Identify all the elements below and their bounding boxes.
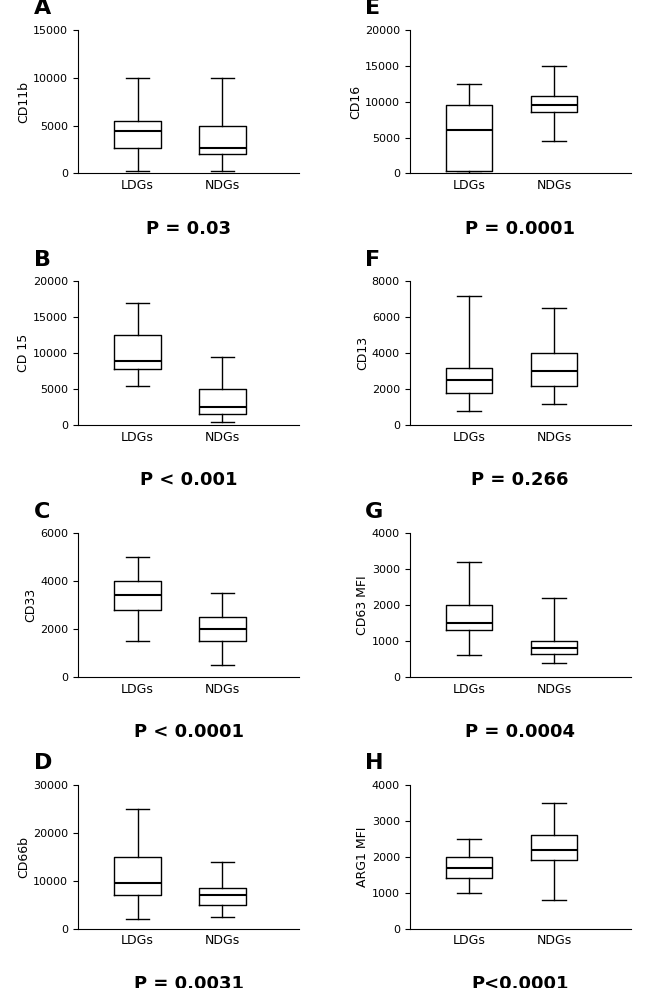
Text: P < 0.0001: P < 0.0001 <box>133 723 244 741</box>
Y-axis label: CD11b: CD11b <box>18 81 31 123</box>
Text: P = 0.0031: P = 0.0031 <box>133 975 244 988</box>
Text: H: H <box>365 754 383 774</box>
Y-axis label: ARG1 MFI: ARG1 MFI <box>356 827 369 887</box>
Y-axis label: CD13: CD13 <box>356 336 369 370</box>
Text: P = 0.0004: P = 0.0004 <box>465 723 575 741</box>
Text: P = 0.0001: P = 0.0001 <box>465 219 575 237</box>
Text: C: C <box>34 502 50 522</box>
Text: A: A <box>34 0 51 18</box>
Y-axis label: CD33: CD33 <box>24 588 37 622</box>
Text: E: E <box>365 0 380 18</box>
Text: P = 0.266: P = 0.266 <box>471 471 569 489</box>
Text: P < 0.001: P < 0.001 <box>140 471 237 489</box>
Text: F: F <box>365 250 380 270</box>
Text: D: D <box>34 754 52 774</box>
Text: G: G <box>365 502 383 522</box>
Y-axis label: CD16: CD16 <box>349 85 362 119</box>
Y-axis label: CD 15: CD 15 <box>18 334 31 372</box>
Text: P = 0.03: P = 0.03 <box>146 219 231 237</box>
Text: B: B <box>34 250 51 270</box>
Y-axis label: CD63 MFI: CD63 MFI <box>356 575 369 635</box>
Text: P<0.0001: P<0.0001 <box>471 975 569 988</box>
Y-axis label: CD66b: CD66b <box>18 836 31 877</box>
